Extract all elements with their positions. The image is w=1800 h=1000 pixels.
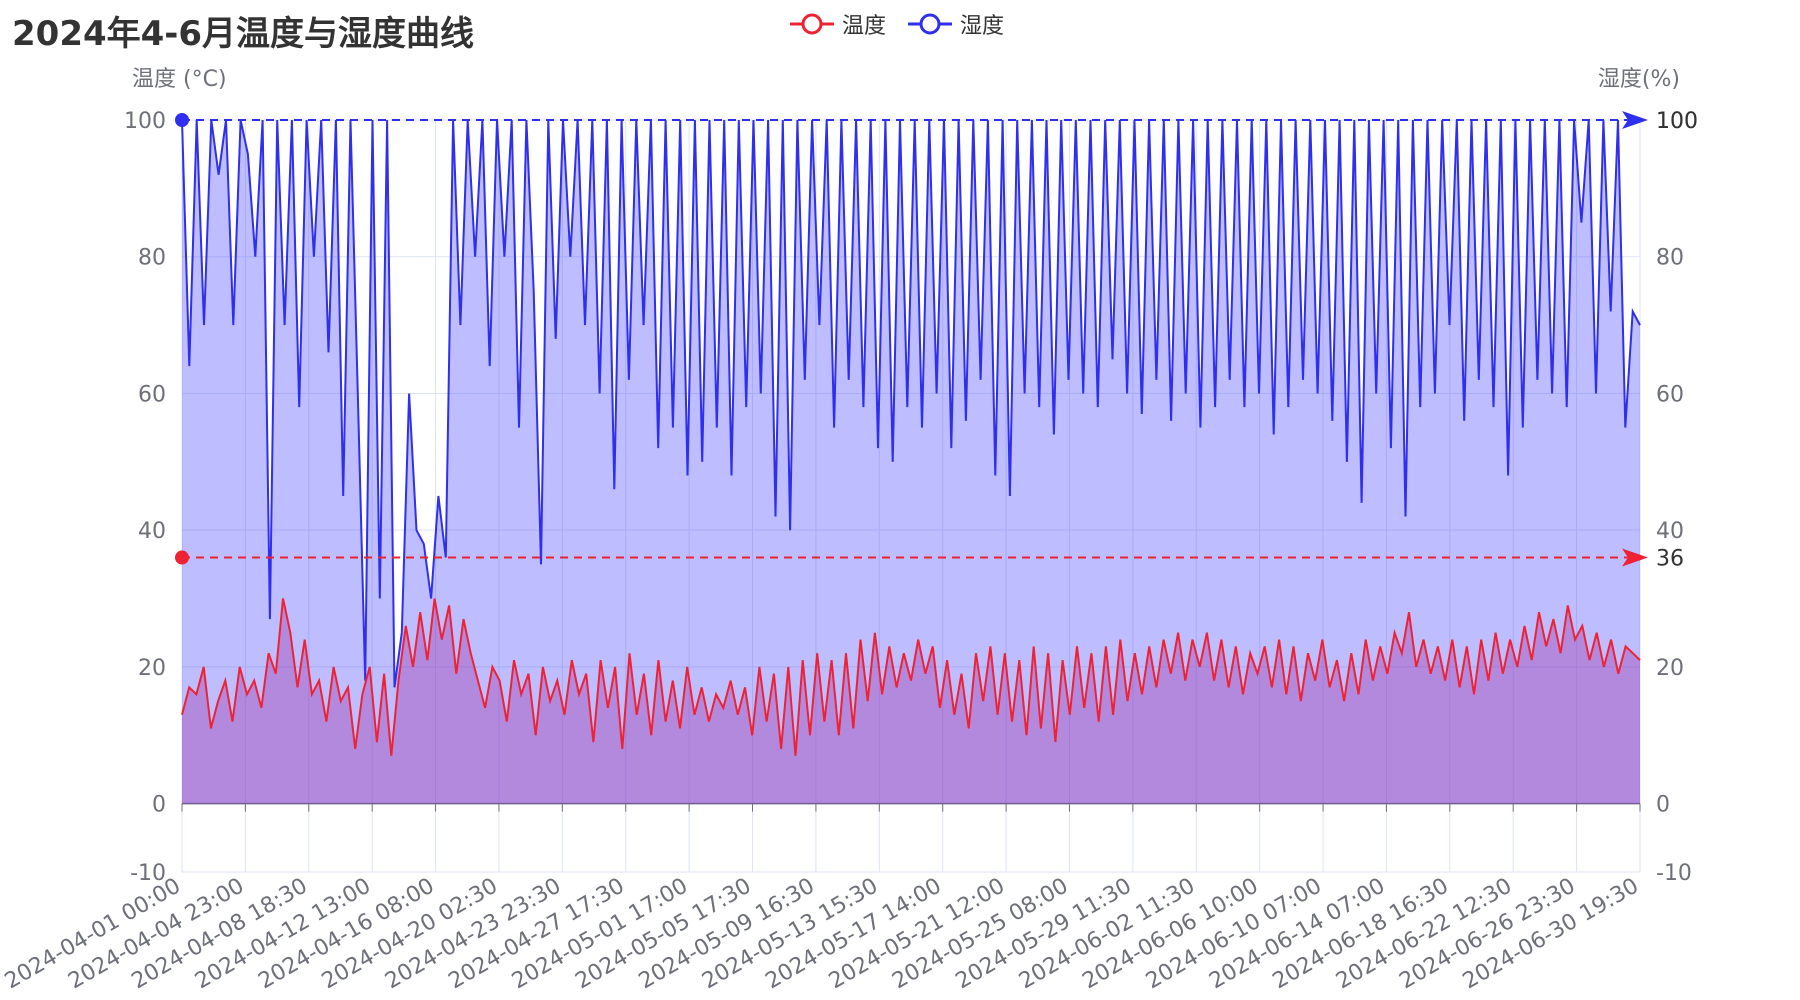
legend-label-temperature: 温度: [842, 14, 887, 39]
legend-item-temperature[interactable]: 温度: [790, 8, 886, 40]
y-right-tick-label: -10: [1656, 861, 1692, 886]
legend-item-humidity[interactable]: 湿度: [908, 8, 1004, 40]
y-right-tick-label: 20: [1656, 656, 1684, 681]
chart-legend: 温度 湿度: [790, 8, 1004, 40]
y-left-tick-label: 80: [138, 246, 166, 271]
mark-line-arrow-humidity: [1622, 111, 1648, 129]
mark-line-label-temperature: 36: [1656, 547, 1684, 572]
y-left-tick-label: 40: [138, 519, 166, 544]
series-area-humidity: [182, 120, 1640, 804]
y-right-tick-label: 80: [1656, 246, 1684, 271]
y-right-tick-label: 60: [1656, 382, 1684, 407]
series-line-temperature: [181, 598, 1641, 756]
y-left-tick-label: 0: [152, 793, 166, 818]
y-left-tick-label: 60: [138, 382, 166, 407]
y-right-tick-label: 0: [1656, 793, 1670, 818]
chart-title: 2024年4-6月温度与湿度曲线: [12, 14, 475, 54]
series-area-temperature: [182, 598, 1640, 804]
y-left-tick-label: 100: [124, 109, 166, 134]
y-left-axis-name: 温度 (°C): [132, 67, 227, 92]
mark-line-start-dot-humidity: [175, 113, 189, 127]
legend-label-humidity: 湿度: [960, 14, 1005, 39]
legend-line-circle-icon: [908, 13, 953, 35]
mark-line-start-dot-temperature: [175, 550, 189, 565]
y-left-tick-label: -10: [130, 861, 166, 886]
y-right-tick-label: 100: [1656, 109, 1698, 134]
y-right-axis-name: 湿度(%): [1598, 67, 1680, 92]
y-left-tick-label: 20: [138, 656, 166, 681]
y-right-tick-label: 40: [1656, 519, 1684, 544]
mark-line-label-humidity: 100: [1656, 109, 1698, 134]
mark-line-arrow-temperature: [1622, 548, 1648, 567]
legend-line-circle-icon: [790, 13, 834, 35]
series-line-humidity: [181, 119, 1641, 688]
